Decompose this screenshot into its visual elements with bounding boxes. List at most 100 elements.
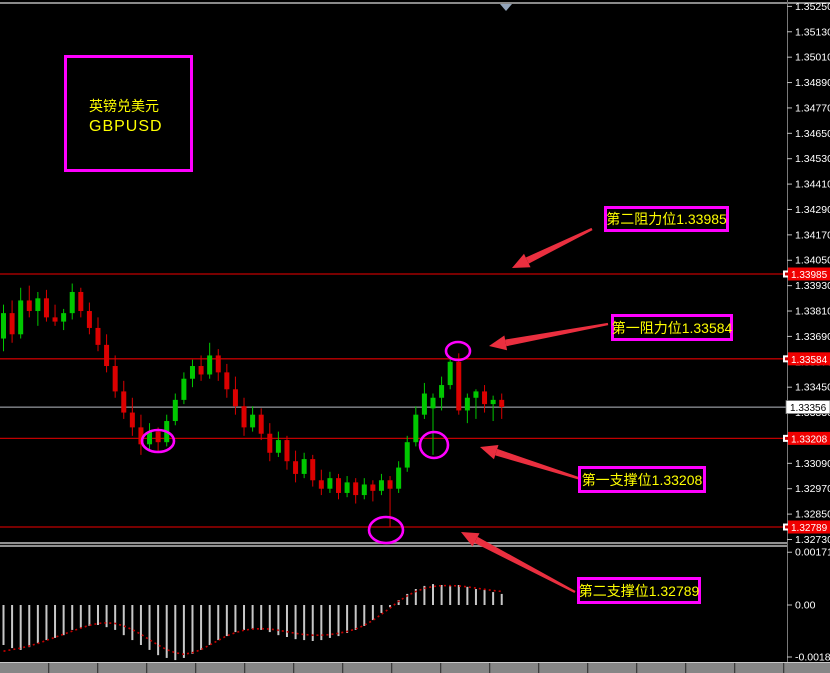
candle-body xyxy=(78,291,84,312)
candle-body xyxy=(241,406,247,428)
annotation-arrow-shaft[interactable] xyxy=(495,448,582,481)
candle-body xyxy=(189,366,195,379)
candle-body xyxy=(456,361,462,411)
time-tick xyxy=(440,663,442,673)
osma-histogram-bar xyxy=(79,605,82,629)
annotation-label-text: 第二支撑位1.32789 xyxy=(578,582,700,599)
pane-separator[interactable] xyxy=(0,545,787,547)
annotation-arrow-head xyxy=(461,532,480,547)
annotation-arrow-head xyxy=(512,253,531,268)
osma-histogram-bar xyxy=(260,605,263,630)
symbol-name-cn: 英镑兑美元 xyxy=(89,98,159,114)
osma-histogram-bar xyxy=(208,605,211,646)
price-badge-red xyxy=(788,267,830,281)
time-tick xyxy=(636,663,638,673)
candle-body xyxy=(464,397,470,411)
osma-histogram-bar xyxy=(165,605,168,658)
annotation-label-text: 第二阻力位1.33985 xyxy=(606,211,727,227)
osma-histogram-bar xyxy=(406,593,409,605)
annotation-label-resistance1[interactable]: 第一阻力位1.33584 xyxy=(611,314,733,341)
annotation-arrow-shaft[interactable] xyxy=(525,227,593,264)
axis-tick-label: 1.34170 xyxy=(795,229,830,241)
annotation-label-resistance2[interactable]: 第二阻力位1.33985 xyxy=(604,206,729,232)
osma-histogram-bar xyxy=(466,586,469,605)
annotation-label-text: 第一阻力位1.33584 xyxy=(611,319,733,336)
scroll-position-marker[interactable] xyxy=(500,4,512,11)
time-tick xyxy=(97,663,99,673)
current-price-badge xyxy=(785,400,830,414)
current-price-badge-label: 1.33356 xyxy=(790,403,827,414)
time-scrollbar[interactable] xyxy=(0,662,830,673)
time-tick xyxy=(48,663,50,673)
candle-body xyxy=(224,372,230,390)
candle-body xyxy=(121,391,127,413)
osma-histogram-bar xyxy=(432,584,434,605)
candle-body xyxy=(413,414,419,443)
osma-histogram-bar xyxy=(449,585,452,605)
candle-body xyxy=(318,480,324,489)
osma-histogram-bar xyxy=(320,605,323,641)
candle-body xyxy=(327,478,333,489)
axis-tick-label: 1.34050 xyxy=(795,255,830,267)
axis-tick-label: 1.33690 xyxy=(795,331,830,343)
osma-histogram-bar xyxy=(122,605,125,636)
osma-histogram-bar xyxy=(45,605,48,641)
candle-body xyxy=(18,300,24,335)
candle-body xyxy=(52,317,58,322)
candle-body xyxy=(396,467,402,489)
highlight-ellipse[interactable] xyxy=(367,515,405,545)
symbol-title-box[interactable]: 英镑兑美元 GBPUSD xyxy=(64,55,193,172)
highlight-ellipse[interactable] xyxy=(140,428,176,454)
line-anchor-marker-dot xyxy=(785,357,788,361)
osma-histogram-bar xyxy=(354,605,357,630)
annotation-arrow-shaft[interactable] xyxy=(474,536,576,594)
osma-histogram-bar xyxy=(457,584,460,605)
osma-histogram-bar xyxy=(131,605,134,641)
osma-histogram-bar xyxy=(243,605,246,630)
annotation-label-support1[interactable]: 第一支撑位1.33208 xyxy=(578,466,706,493)
candle-body xyxy=(344,482,350,493)
candle-body xyxy=(404,442,410,468)
axis-tick-label: 1.33450 xyxy=(795,382,830,394)
time-tick xyxy=(783,663,785,673)
candle-body xyxy=(35,298,41,312)
candle-body xyxy=(155,431,161,443)
axis-tick-label: 1.34770 xyxy=(795,102,830,114)
annotation-arrow-shaft[interactable] xyxy=(505,322,609,347)
osma-histogram-bar xyxy=(200,605,203,650)
candle-body xyxy=(378,480,384,491)
osma-histogram-bar xyxy=(500,593,503,605)
annotation-arrow-head xyxy=(489,335,508,351)
osma-histogram-bar xyxy=(328,605,331,638)
top-scroll-strip[interactable] xyxy=(0,2,830,4)
osma-histogram-bar xyxy=(139,605,142,646)
annotation-label-support2[interactable]: 第二支撑位1.32789 xyxy=(577,577,701,604)
price-badge-red xyxy=(788,431,830,445)
osma-histogram-bar xyxy=(71,605,74,630)
candle-body xyxy=(207,355,213,375)
time-tick xyxy=(244,663,246,673)
time-tick xyxy=(538,663,540,673)
candle-body xyxy=(86,311,92,328)
time-tick xyxy=(587,663,589,673)
time-tick xyxy=(293,663,295,673)
candle-body xyxy=(421,393,427,415)
time-tick xyxy=(685,663,687,673)
osma-histogram-bar xyxy=(474,588,477,605)
osma-histogram-bar xyxy=(397,600,400,605)
highlight-ellipse[interactable] xyxy=(418,430,450,460)
osma-histogram-bar xyxy=(114,605,117,630)
highlight-ellipse[interactable] xyxy=(444,340,472,362)
axis-tick-label: 1.34530 xyxy=(795,153,830,165)
candle-body xyxy=(482,391,488,405)
osma-histogram-bar xyxy=(28,605,31,648)
price-badge-label: 1.33584 xyxy=(791,355,828,366)
candle-body xyxy=(258,414,264,434)
candle-body xyxy=(447,361,453,386)
axis-tick-label: 1.34650 xyxy=(795,128,830,140)
osma-histogram-bar xyxy=(380,605,383,614)
axis-tick-label: 1.35250 xyxy=(795,1,830,13)
candle-body xyxy=(43,298,49,318)
candle-body xyxy=(104,344,110,367)
